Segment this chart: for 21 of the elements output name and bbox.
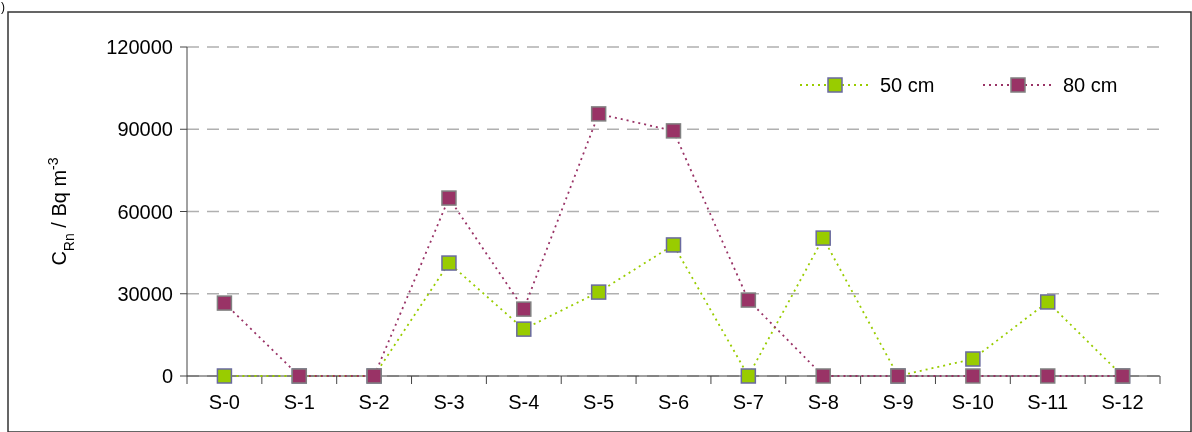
x-tick-label: S-9 <box>882 391 914 413</box>
x-tick-label: S-4 <box>508 391 540 413</box>
text: ) <box>1 0 5 14</box>
x-tick-label: S-8 <box>807 391 839 413</box>
x-tick-label: S-1 <box>283 391 315 413</box>
x-tick-label: S-10 <box>951 391 995 413</box>
x-tick-label: S-11 <box>1027 391 1069 413</box>
legend-label: 50 cm <box>880 74 935 96</box>
y-tick-label: 90000 <box>117 118 173 141</box>
y-tick-label: 30000 <box>117 282 173 305</box>
x-tick-label: S-5 <box>583 391 615 413</box>
legend-label: 80 cm <box>1063 74 1118 96</box>
y-tick-label: 0 <box>161 365 173 387</box>
x-tick-label: S-7 <box>732 391 764 413</box>
x-tick-label: S-3 <box>433 391 465 413</box>
y-tick-label: 60000 <box>117 200 173 223</box>
x-tick-label: S-2 <box>358 391 390 413</box>
x-tick-label: S-6 <box>657 391 690 413</box>
x-tick-label: S-0 <box>208 391 240 413</box>
x-tick-label: S-12 <box>1101 391 1144 413</box>
y-tick-label: 120000 <box>106 36 173 58</box>
